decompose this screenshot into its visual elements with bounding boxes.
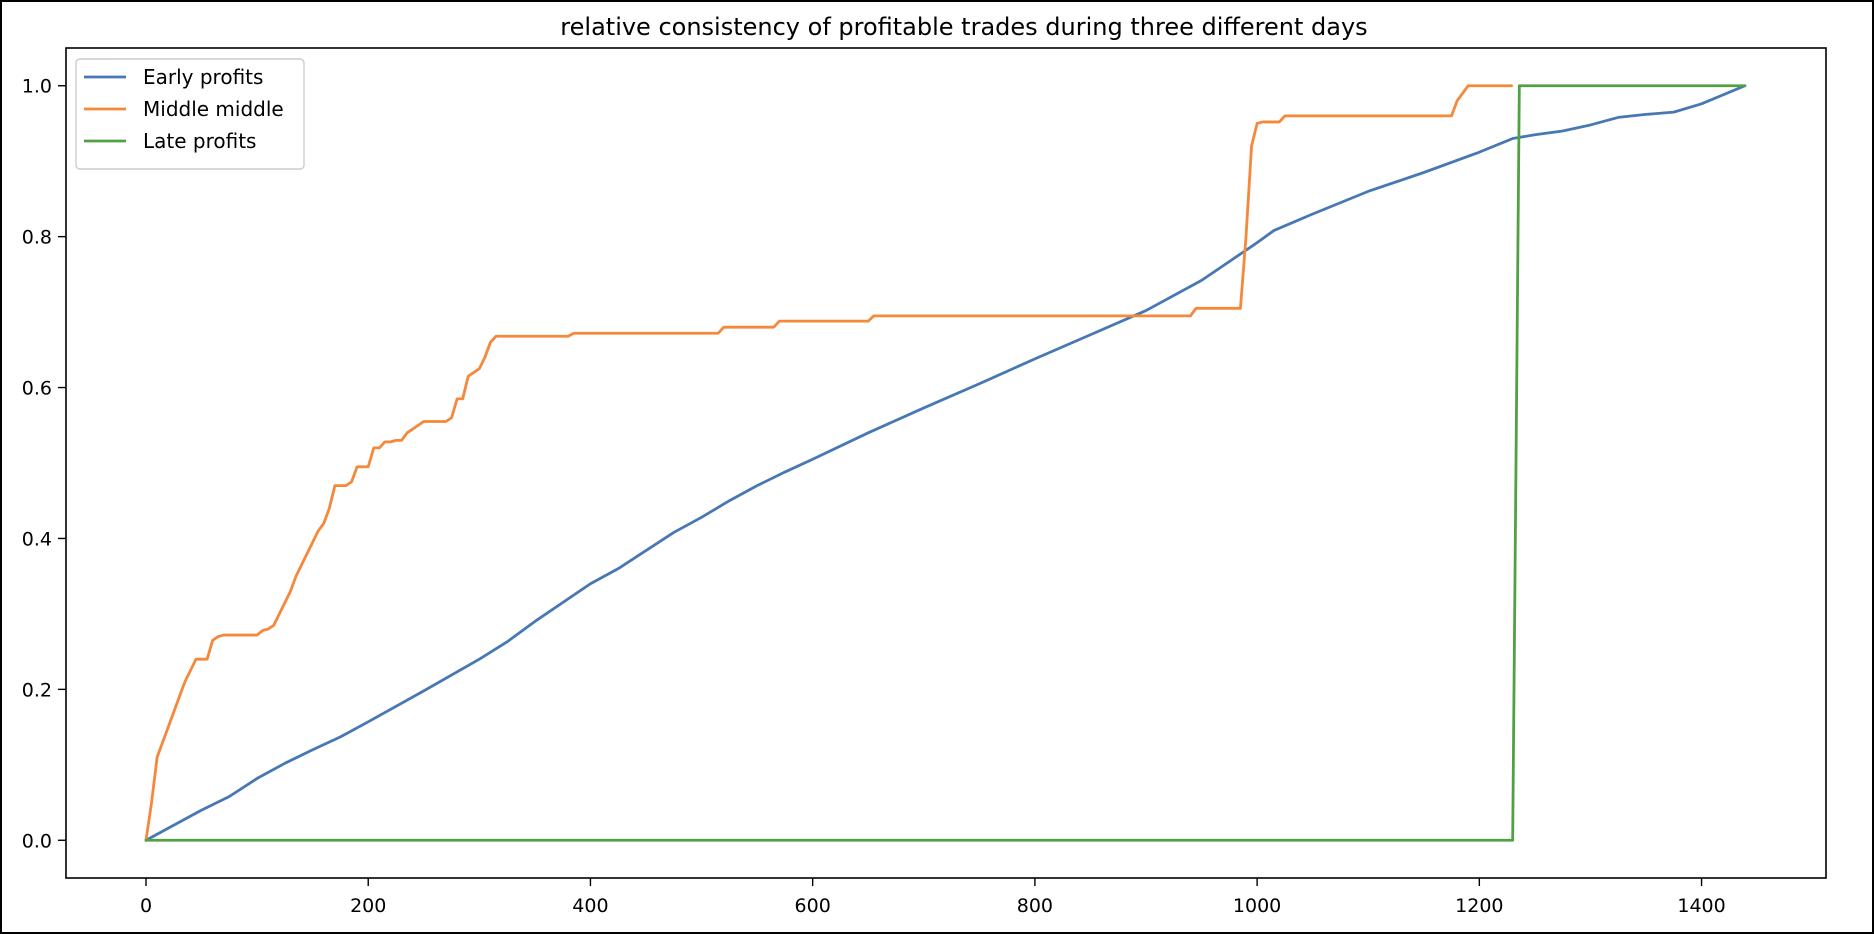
chart-title: relative consistency of profitable trade… [560,13,1367,41]
axes-frame [65,47,1827,879]
series-line-2 [144,84,1513,842]
x-tick-label: 200 [350,895,386,917]
series-group [144,84,1747,842]
plot-area [65,47,1827,879]
y-axis: 0.0 0.2 0.4 0.6 0.8 1.0 [22,76,66,852]
legend: Early profits Middle middle Late profits [75,58,305,170]
x-tick-label: 800 [1017,895,1053,917]
x-axis: 0 200 400 600 800 1000 1200 1400 [140,878,1726,917]
legend-label: Late profits [143,129,256,153]
y-tick-label: 0.2 [22,679,52,701]
y-tick-label: 0.8 [22,227,52,249]
legend-box [75,58,305,170]
series-line-3 [144,84,1747,842]
x-tick-label: 0 [140,895,152,917]
legend-label: Middle middle [143,97,284,121]
x-tick-label: 1000 [1233,895,1281,917]
y-tick-label: 0.0 [22,830,52,852]
x-tick-label: 1200 [1455,895,1503,917]
series-line-1 [144,84,1747,842]
legend-label: Early profits [143,65,263,89]
y-tick-label: 0.6 [22,378,52,400]
x-tick-label: 400 [572,895,608,917]
y-tick-label: 1.0 [22,76,52,98]
x-tick-label: 600 [795,895,831,917]
y-tick-label: 0.4 [22,528,52,550]
x-tick-label: 1400 [1677,895,1725,917]
